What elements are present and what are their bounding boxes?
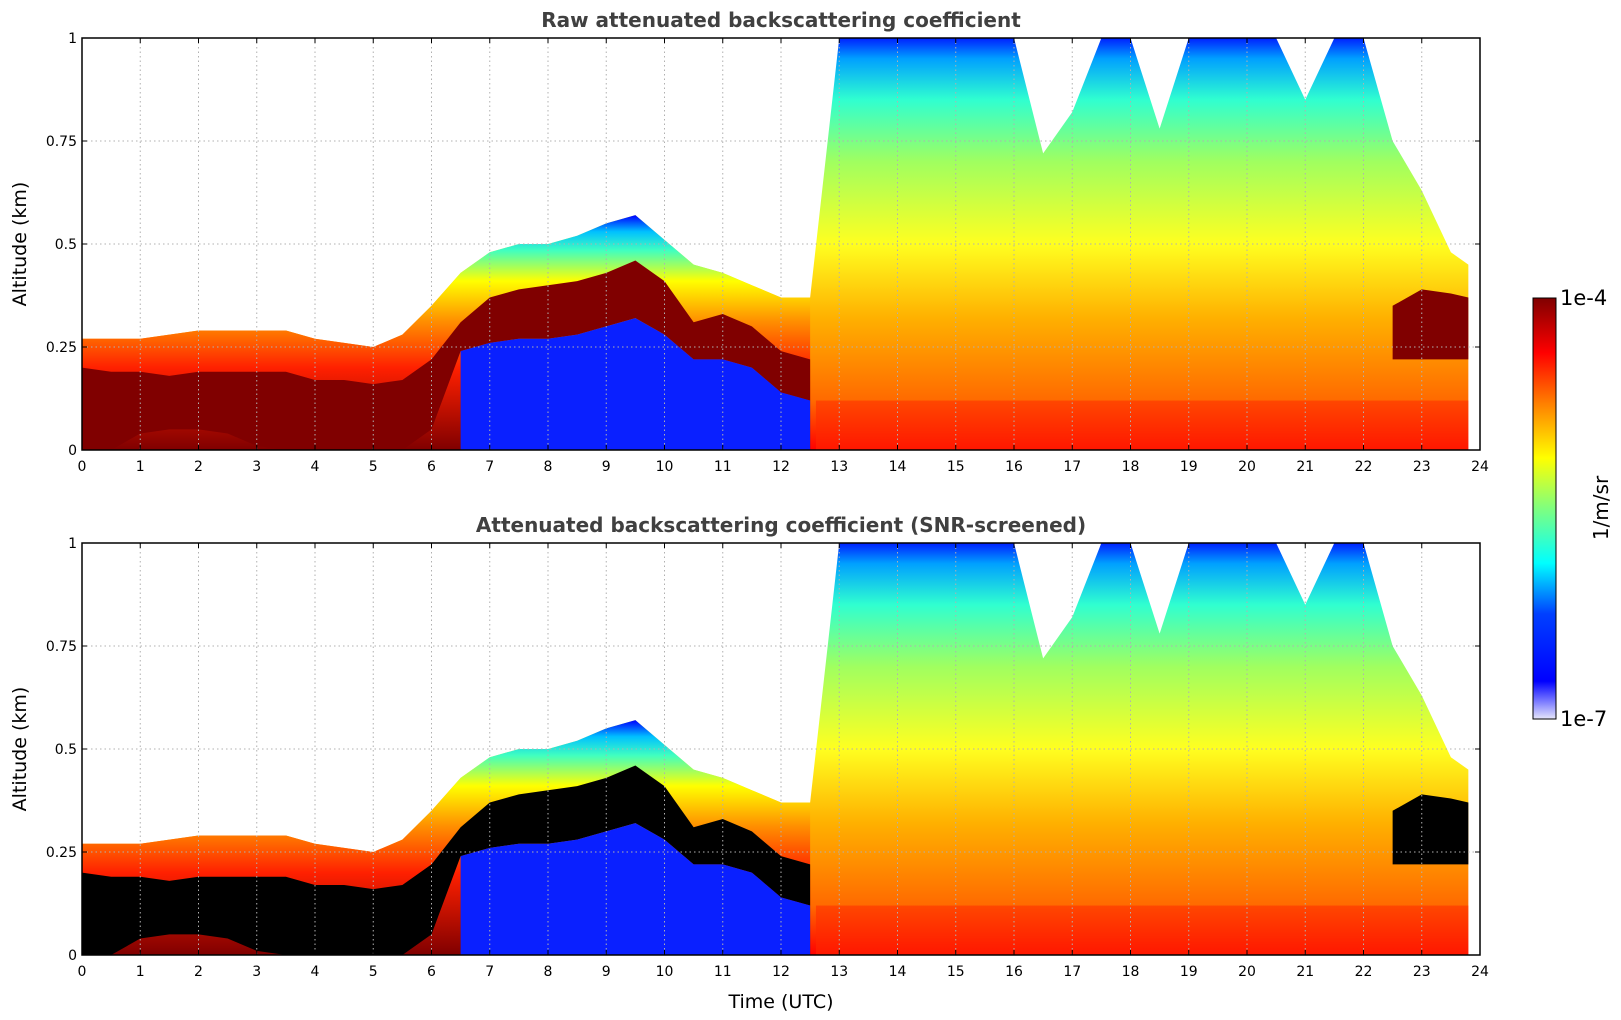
x-tick-label: 15 xyxy=(947,964,965,980)
y-tick-label: 0.25 xyxy=(46,340,77,356)
colorbar-min-label: 1e-7 xyxy=(1560,707,1607,731)
x-tick-label: 4 xyxy=(311,964,320,980)
colorbar-label: 1/m/sr xyxy=(1589,475,1613,540)
x-tick-label: 22 xyxy=(1355,459,1373,475)
x-tick-label: 1 xyxy=(136,459,145,475)
x-tick-label: 20 xyxy=(1238,459,1256,475)
dense-aerosol-layer xyxy=(1392,289,1469,360)
panel-screened-y-ticks: 0 0.25 0.5 0.75 1 xyxy=(46,536,1480,964)
x-tick-label: 0 xyxy=(78,964,87,980)
x-tick-label: 20 xyxy=(1238,964,1256,980)
colorbar-max-label: 1e-4 xyxy=(1560,286,1607,310)
x-tick-label: 14 xyxy=(889,964,907,980)
y-tick-label: 0.5 xyxy=(55,237,77,253)
x-tick-label: 5 xyxy=(369,964,378,980)
x-tick-label: 17 xyxy=(1063,459,1081,475)
cloud-base-band xyxy=(815,905,1469,955)
panel-screened-title: Attenuated backscattering coefficient (S… xyxy=(476,513,1086,537)
y-tick-label: 0.75 xyxy=(46,639,77,655)
y-tick-label: 0 xyxy=(68,443,77,459)
x-tick-label: 1 xyxy=(136,964,145,980)
y-tick-label: 0 xyxy=(68,948,77,964)
x-tick-label: 11 xyxy=(714,459,732,475)
x-tick-label: 15 xyxy=(947,459,965,475)
x-tick-label: 21 xyxy=(1296,964,1314,980)
x-tick-label: 0 xyxy=(78,459,87,475)
x-tick-label: 8 xyxy=(544,964,553,980)
panel-raw-grid xyxy=(82,38,1480,450)
x-tick-label: 12 xyxy=(772,964,790,980)
x-tick-label: 23 xyxy=(1413,964,1431,980)
x-tick-label: 18 xyxy=(1122,964,1140,980)
panel-raw-x-ticks: 0 1 2 3 4 5 6 7 8 9 10 11 12 13 14 15 16 17 18 19 20 21 22 23 24 xyxy=(78,38,1489,475)
x-tick-label: 22 xyxy=(1355,964,1373,980)
x-tick-label: 10 xyxy=(656,459,674,475)
x-tick-label: 2 xyxy=(194,964,203,980)
y-tick-label: 0.25 xyxy=(46,845,77,861)
panel-raw-y-label: Altitude (km) xyxy=(9,182,31,307)
x-tick-label: 7 xyxy=(485,964,494,980)
x-tick-label: 3 xyxy=(252,964,261,980)
panel-screened-y-label: Altitude (km) xyxy=(9,687,31,812)
dense-aerosol-layer xyxy=(82,260,811,450)
y-tick-label: 0.5 xyxy=(55,742,77,758)
panel-screened-grid xyxy=(82,543,1480,955)
x-tick-label: 9 xyxy=(602,459,611,475)
x-tick-label: 23 xyxy=(1413,459,1431,475)
x-tick-label: 11 xyxy=(714,964,732,980)
y-tick-label: 0.75 xyxy=(46,134,77,150)
x-tick-label: 19 xyxy=(1180,459,1198,475)
cloud-base-band xyxy=(815,400,1469,450)
x-tick-label: 13 xyxy=(830,459,848,475)
panel-screened: Attenuated backscattering coefficient (S… xyxy=(9,513,1489,1013)
x-tick-label: 7 xyxy=(485,459,494,475)
x-tick-label: 13 xyxy=(830,964,848,980)
x-tick-label: 8 xyxy=(544,459,553,475)
x-tick-label: 19 xyxy=(1180,964,1198,980)
x-tick-label: 17 xyxy=(1063,964,1081,980)
x-tick-label: 14 xyxy=(889,459,907,475)
x-tick-label: 21 xyxy=(1296,459,1314,475)
x-tick-label: 24 xyxy=(1471,459,1489,475)
x-tick-label: 6 xyxy=(427,459,436,475)
x-tick-label: 9 xyxy=(602,964,611,980)
x-tick-label: 2 xyxy=(194,459,203,475)
colorbar: 1e-4 1e-7 1/m/sr xyxy=(1532,286,1613,731)
colorbar-gradient xyxy=(1532,297,1557,720)
panel-raw: Raw attenuated backscattering coefficien… xyxy=(9,8,1489,475)
panel-screened-x-label: Time (UTC) xyxy=(727,991,833,1013)
x-tick-label: 12 xyxy=(772,459,790,475)
x-tick-label: 5 xyxy=(369,459,378,475)
x-tick-label: 6 xyxy=(427,964,436,980)
x-tick-label: 18 xyxy=(1122,459,1140,475)
y-tick-label: 1 xyxy=(68,31,77,47)
dense-aerosol-layer xyxy=(1392,794,1469,865)
x-tick-label: 16 xyxy=(1005,459,1023,475)
x-tick-label: 3 xyxy=(252,459,261,475)
panel-raw-title: Raw attenuated backscattering coefficien… xyxy=(541,8,1021,32)
y-tick-label: 1 xyxy=(68,536,77,552)
x-tick-label: 24 xyxy=(1471,964,1489,980)
panel-screened-x-ticks: 0 1 2 3 4 5 6 7 8 9 10 11 12 13 14 15 16 17 18 19 20 21 22 23 24 xyxy=(78,543,1489,980)
x-tick-label: 4 xyxy=(311,459,320,475)
panel-raw-y-ticks: 0 0.25 0.5 0.75 1 xyxy=(46,31,1480,459)
x-tick-label: 16 xyxy=(1005,964,1023,980)
dense-aerosol-layer xyxy=(82,765,811,955)
x-tick-label: 10 xyxy=(656,964,674,980)
